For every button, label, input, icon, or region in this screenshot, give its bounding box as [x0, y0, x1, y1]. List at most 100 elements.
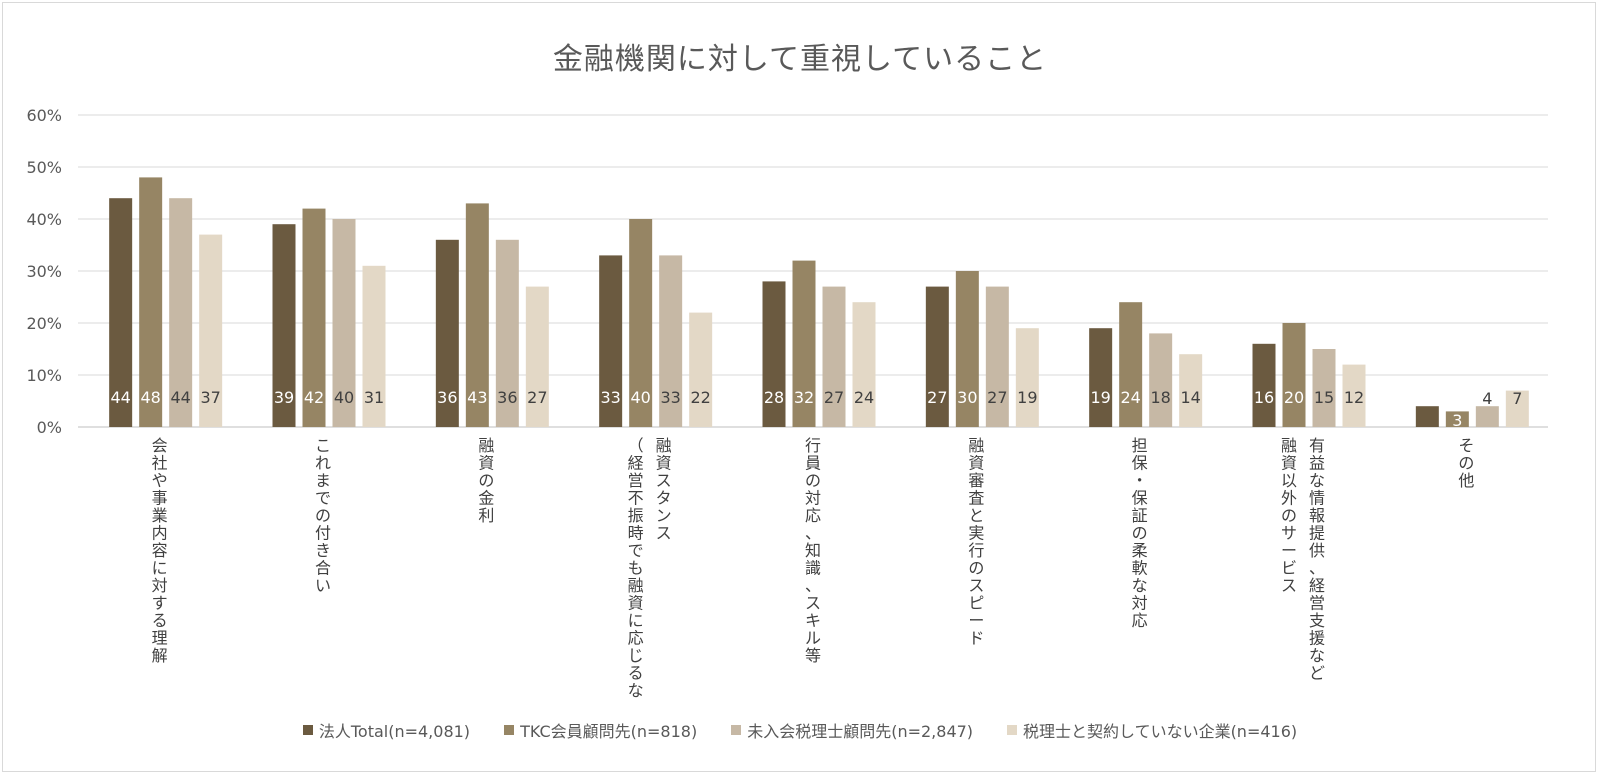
- data-label: 40: [630, 388, 650, 407]
- category-label-char: で: [628, 541, 644, 560]
- category-label-char: 知: [805, 541, 821, 560]
- category-label-char: 識: [805, 559, 821, 578]
- data-label: 33: [600, 388, 620, 407]
- category-label-char: サ: [1281, 524, 1297, 543]
- category-label-char: ・: [1132, 471, 1148, 490]
- category-label-char: す: [152, 594, 168, 613]
- category-label-char: 外: [1281, 489, 1297, 508]
- bar: [272, 224, 296, 427]
- bar: [1089, 328, 1113, 427]
- category-label-char: 担: [1132, 436, 1148, 455]
- category-label-char: 資: [1281, 454, 1297, 473]
- category-label-char: 融: [968, 436, 984, 455]
- bar: [302, 208, 326, 427]
- category-label-char: 融: [656, 436, 672, 455]
- category-label-char: 行: [968, 541, 984, 560]
- category-label-char: と: [968, 506, 984, 525]
- category-label-char: な: [1132, 576, 1148, 595]
- bar: [689, 312, 713, 427]
- category-label-char: 資: [478, 454, 494, 473]
- data-label: 7: [1512, 389, 1522, 408]
- bar: [762, 281, 786, 427]
- bar: [1415, 406, 1439, 427]
- category-label-char: な: [628, 681, 644, 700]
- legend-swatch: [302, 725, 313, 735]
- bar: [1252, 343, 1276, 427]
- category-label-char: 資: [628, 594, 644, 613]
- category-label-char: 社: [152, 454, 168, 473]
- y-tick-label: 10%: [26, 366, 62, 385]
- category-label-char: や: [152, 471, 168, 490]
- bar: [1312, 349, 1336, 427]
- bar: [822, 286, 846, 427]
- category-label-char: 情: [1309, 489, 1325, 508]
- category-label-char: 営: [628, 471, 644, 490]
- legend-item: 未入会税理士顧問先(n=2,847): [731, 718, 973, 742]
- bar: [599, 255, 623, 427]
- legend-item: TKC会員顧問先(n=818): [504, 718, 697, 742]
- category-label-char: 融: [478, 436, 494, 455]
- category-label-char: 、: [1309, 559, 1325, 578]
- bar: [629, 219, 653, 427]
- category-label-char: ス: [805, 594, 821, 613]
- category-label-char: 解: [152, 646, 168, 665]
- bar: [362, 265, 386, 427]
- y-tick-label: 40%: [26, 210, 62, 229]
- category-label-char: 有: [1309, 436, 1325, 455]
- category-label-char: ス: [968, 576, 984, 595]
- data-label: 24: [1120, 388, 1140, 407]
- legend-label: 法人Total(n=4,081): [318, 722, 471, 741]
- category-label-char: 保: [1132, 454, 1148, 473]
- category-label-char: ド: [968, 629, 984, 648]
- legend-swatch: [731, 725, 742, 735]
- category-label-char: 、: [805, 576, 821, 595]
- data-label: 27: [527, 388, 547, 407]
- category-label-char: 内: [152, 524, 168, 543]
- category-label-char: の: [805, 471, 821, 490]
- category-label-char: ン: [656, 506, 672, 525]
- category-label-char: 会: [152, 436, 168, 455]
- category-label-char: 合: [315, 559, 331, 578]
- category-label-char: ビ: [1281, 559, 1297, 578]
- category-label-char: 審: [968, 471, 984, 490]
- category-label-char: ど: [1309, 664, 1325, 683]
- bar: [1282, 323, 1306, 427]
- bar: [852, 302, 876, 427]
- category-label-char: で: [315, 489, 331, 508]
- category-label-char: 資: [656, 454, 672, 473]
- category-label-char: ス: [656, 524, 672, 543]
- category-label-char: 容: [152, 541, 168, 560]
- category-label-char: 援: [1309, 629, 1325, 648]
- category-label-char: 応: [805, 506, 821, 525]
- category-label-char: き: [315, 541, 331, 560]
- category-label-char: 応: [1132, 611, 1148, 630]
- data-label: 16: [1254, 388, 1274, 407]
- category-label-char: 金: [478, 489, 494, 508]
- legend-item: 税理士と契約していない企業(n=416): [1007, 718, 1297, 742]
- category-label-char: 益: [1309, 454, 1325, 473]
- bar: [1505, 390, 1529, 427]
- bar: [495, 239, 519, 427]
- category-label-char: 保: [1132, 489, 1148, 508]
- category-label-char: 理: [152, 629, 168, 648]
- data-label: 31: [364, 388, 384, 407]
- data-label: 43: [467, 388, 487, 407]
- category-label-char: そ: [1458, 436, 1474, 455]
- data-label: 18: [1150, 388, 1170, 407]
- category-label-char: 行: [805, 436, 821, 455]
- category-label-char: 供: [1309, 541, 1325, 560]
- bar: [1179, 354, 1203, 427]
- category-label-char: 実: [968, 524, 984, 543]
- data-label: 19: [1090, 388, 1110, 407]
- category-label-char: 時: [628, 524, 644, 543]
- data-label: 24: [854, 388, 874, 407]
- category-label-char: 報: [1309, 506, 1325, 525]
- category-label-char: 経: [628, 454, 644, 473]
- category-label-char: 事: [152, 489, 168, 508]
- bar: [792, 260, 816, 427]
- data-label: 15: [1314, 388, 1334, 407]
- bar: [199, 234, 223, 427]
- category-label-char: 資: [968, 454, 984, 473]
- category-label-char: に: [628, 611, 644, 630]
